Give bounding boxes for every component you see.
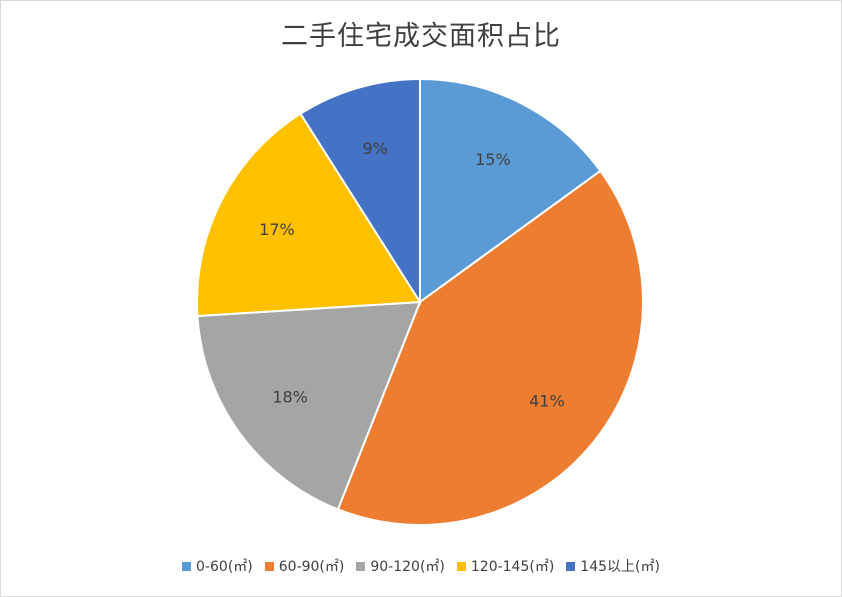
data-label-0: 15%: [475, 150, 511, 169]
legend-label-0: 0-60(㎡): [196, 559, 253, 575]
pie-slice-4: [299, 77, 421, 306]
legend-label-3: 120-145(㎡): [470, 559, 555, 575]
legend-item-2: 90-120(㎡): [356, 556, 445, 576]
data-label-1: 41%: [529, 391, 565, 410]
legend-item-0: 0-60(㎡): [182, 556, 253, 576]
data-label-2: 18%: [272, 387, 308, 406]
pie-slice-1: [336, 169, 644, 526]
legend-label-4: 145以上(㎡): [580, 559, 660, 575]
legend-swatch-1: [264, 561, 274, 571]
data-label-4: 9%: [363, 139, 388, 158]
legend-item-3: 120-145(㎡): [456, 556, 555, 576]
legend-label-2: 90-120(㎡): [370, 559, 445, 575]
legend-item-4: 145以上(㎡): [566, 556, 660, 576]
legend-swatch-0: [182, 561, 192, 571]
legend-swatch-4: [566, 561, 576, 571]
legend-swatch-3: [456, 561, 466, 571]
pie-slice-0: [419, 77, 602, 304]
chart-title: 二手住宅成交面积占比: [281, 21, 561, 52]
pie-slice-2: [196, 300, 422, 511]
legend: 0-60(㎡) 60-90(㎡) 90-120(㎡) 120-145(㎡) 145以上(…: [0, 556, 842, 576]
legend-item-1: 60-90(㎡): [264, 556, 345, 576]
pie-slice-3: [196, 112, 422, 318]
data-label-3: 17%: [259, 220, 295, 239]
legend-swatch-2: [356, 561, 366, 571]
legend-label-1: 60-90(㎡): [278, 559, 345, 575]
